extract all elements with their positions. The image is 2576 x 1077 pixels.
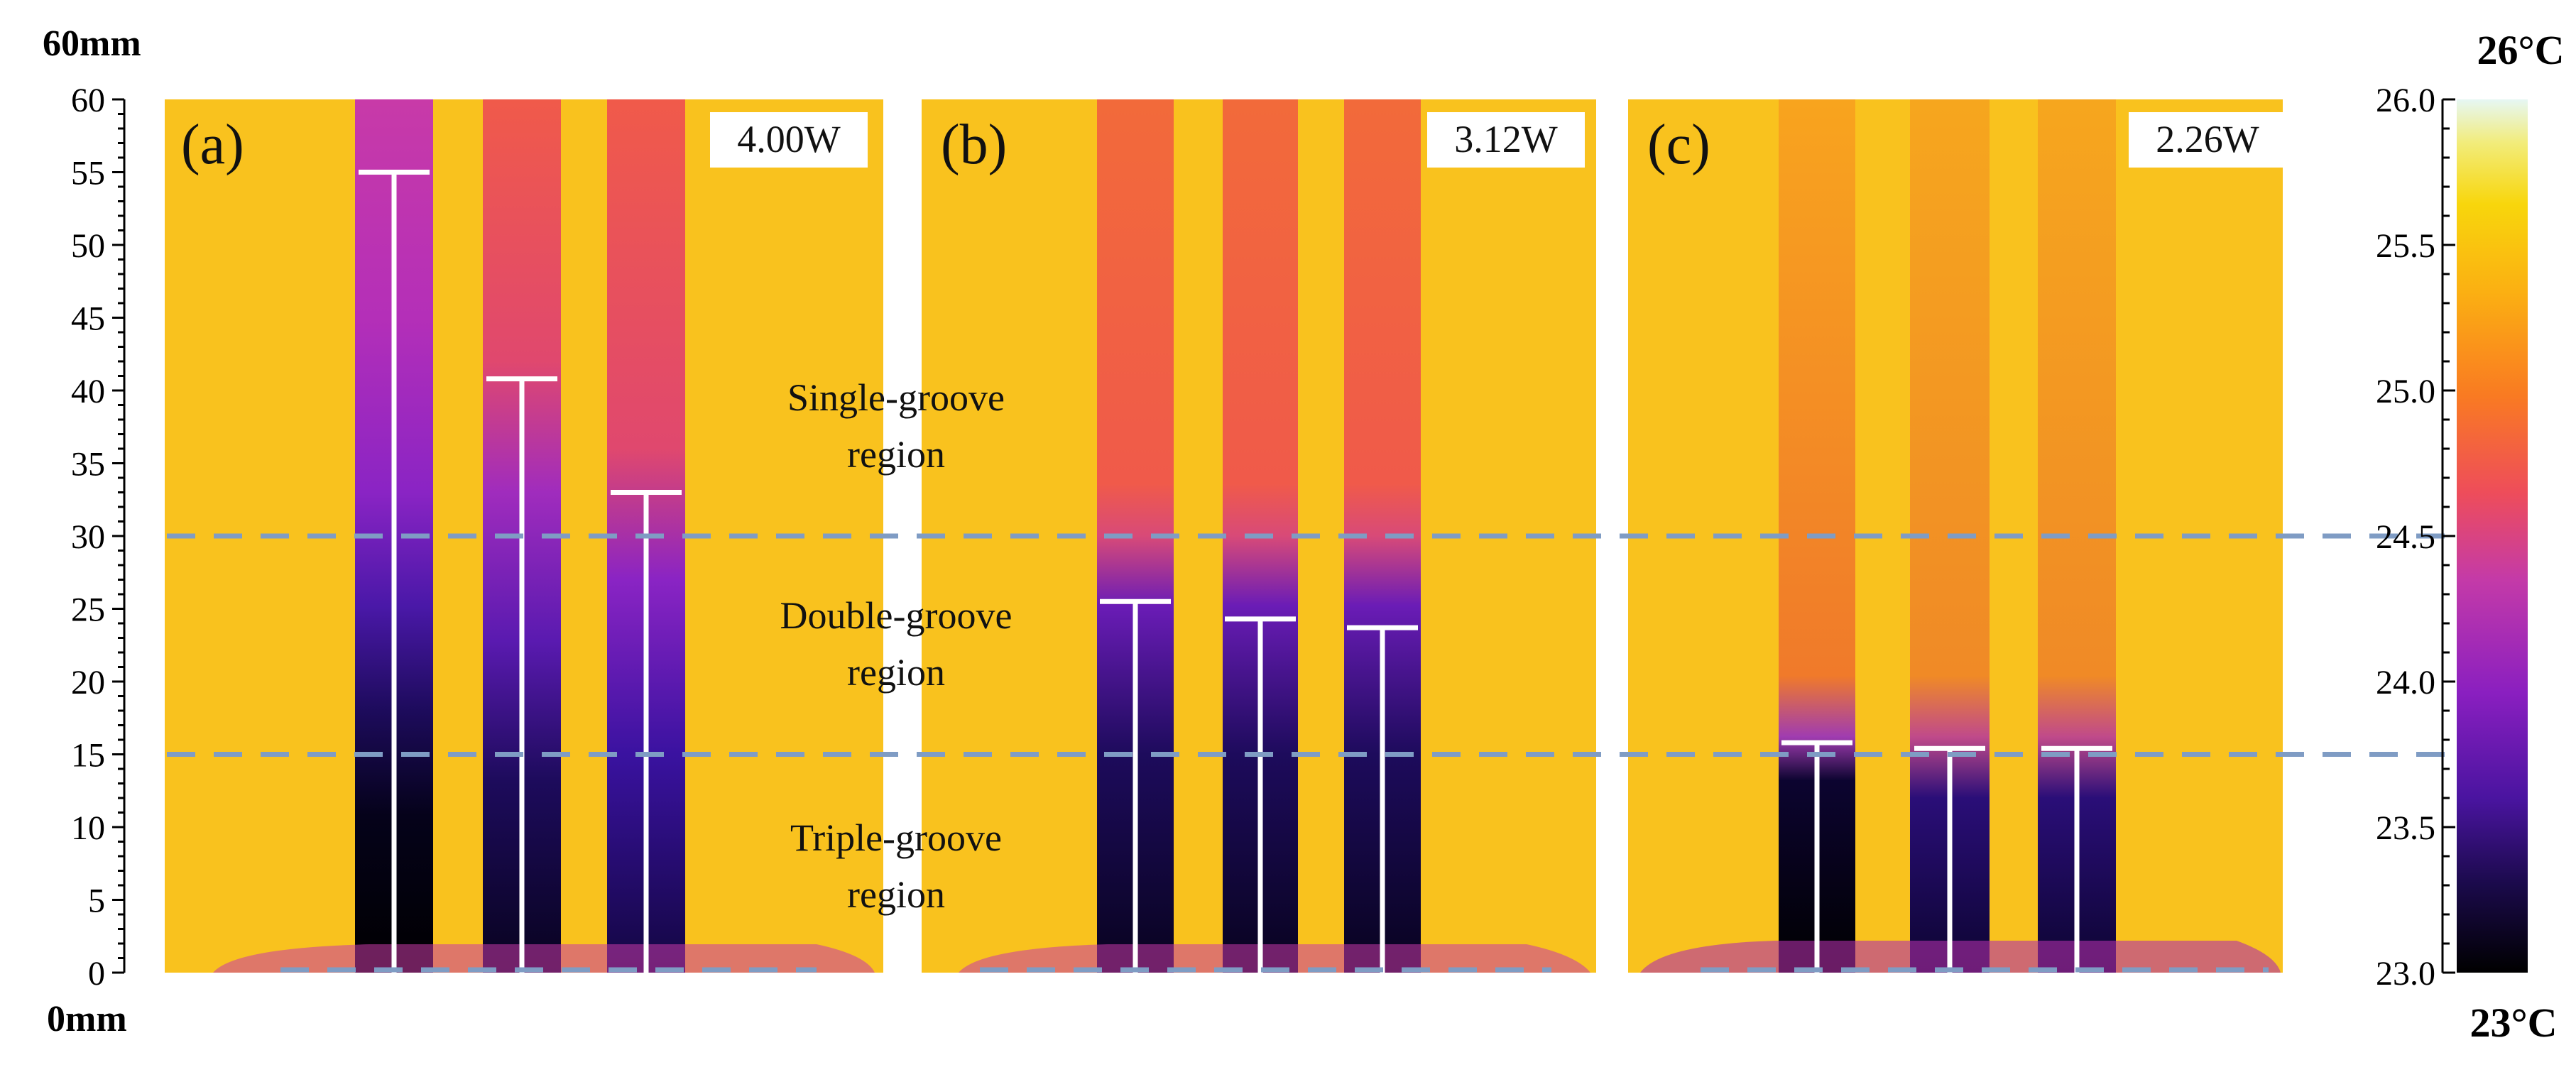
colorbar-tick-label: 25.0 <box>2376 373 2435 410</box>
height-axis-tick-label: 55 <box>71 155 105 192</box>
panel-a-label: (a) <box>181 114 244 176</box>
colorbar-ticks: 23.0 23.5 24.0 24.5 25.0 25.5 26.0 <box>2376 82 2455 993</box>
height-axis-tick-label: 0 <box>88 955 105 993</box>
axis-bottom-label: 0mm <box>47 999 127 1039</box>
region-boundaries <box>167 533 2457 973</box>
double-groove-region-word: region <box>847 651 945 694</box>
height-axis-tick-label: 25 <box>71 591 105 629</box>
panel-a-power-box <box>710 112 868 168</box>
panel-c-power: 2.26W <box>2156 118 2259 160</box>
height-axis: 0 5 10 15 20 25 30 35 40 45 50 55 60 <box>71 82 126 993</box>
height-axis-tick-label: 15 <box>71 737 105 775</box>
colorbar: 23.0 23.5 24.0 24.5 25.0 25.5 26.0 26°C 23°C <box>2376 27 2565 1046</box>
colorbar-tick-label: 23.5 <box>2376 809 2435 847</box>
panel-b-power-box <box>1427 112 1585 168</box>
panel-a-meniscus-markers <box>359 170 682 973</box>
height-axis-tick-label: 5 <box>88 882 105 920</box>
panel-b-power: 3.12W <box>1454 118 1558 160</box>
colorbar-tick-label: 24.5 <box>2376 518 2435 556</box>
panel-c-bottom-meniscus <box>1640 941 2281 973</box>
colorbar-tick-label: 25.5 <box>2376 227 2435 265</box>
colorbar-top-label: 26°C <box>2477 27 2564 73</box>
axis-top-label: 60mm <box>43 23 141 64</box>
single-groove-region-word: region <box>847 433 945 476</box>
height-axis-tick-label: 35 <box>71 446 105 483</box>
panel-b-label: (b) <box>941 114 1007 176</box>
height-axis-tick-label: 10 <box>71 809 105 847</box>
panel-b-meniscus-markers <box>1100 598 1418 973</box>
height-axis-tick-label: 60 <box>71 82 105 119</box>
region-labels: Single-groove region Double-groove regio… <box>780 376 1013 916</box>
panel-b-bottom-meniscus <box>959 944 1590 973</box>
panel-a-bottom-meniscus <box>213 944 875 973</box>
height-axis-tick-label: 40 <box>71 373 105 410</box>
colorbar-gradient <box>2457 99 2528 973</box>
panel-c-power-box <box>2129 112 2286 168</box>
height-axis-tick-label: 45 <box>71 300 105 338</box>
triple-groove-region-word: region <box>847 873 945 916</box>
colorbar-tick-label: 26.0 <box>2376 82 2435 119</box>
single-groove-label: Single-groove <box>787 376 1005 419</box>
panel-c-meniscus-markers <box>1781 740 2112 973</box>
height-axis-tick-label: 20 <box>71 664 105 701</box>
double-groove-label: Double-groove <box>780 594 1013 637</box>
height-axis-tick-label: 50 <box>71 227 105 265</box>
panel-a: (a) 4.00W <box>165 99 883 973</box>
colorbar-bottom-label: 23°C <box>2469 1000 2557 1046</box>
height-axis-tick-label: 30 <box>71 518 105 556</box>
colorbar-tick-label: 24.0 <box>2376 664 2435 701</box>
panel-c-label: (c) <box>1647 114 1710 176</box>
colorbar-tick-label: 23.0 <box>2376 955 2435 993</box>
triple-groove-label: Triple-groove <box>790 816 1002 859</box>
panel-a-power: 4.00W <box>737 118 841 160</box>
